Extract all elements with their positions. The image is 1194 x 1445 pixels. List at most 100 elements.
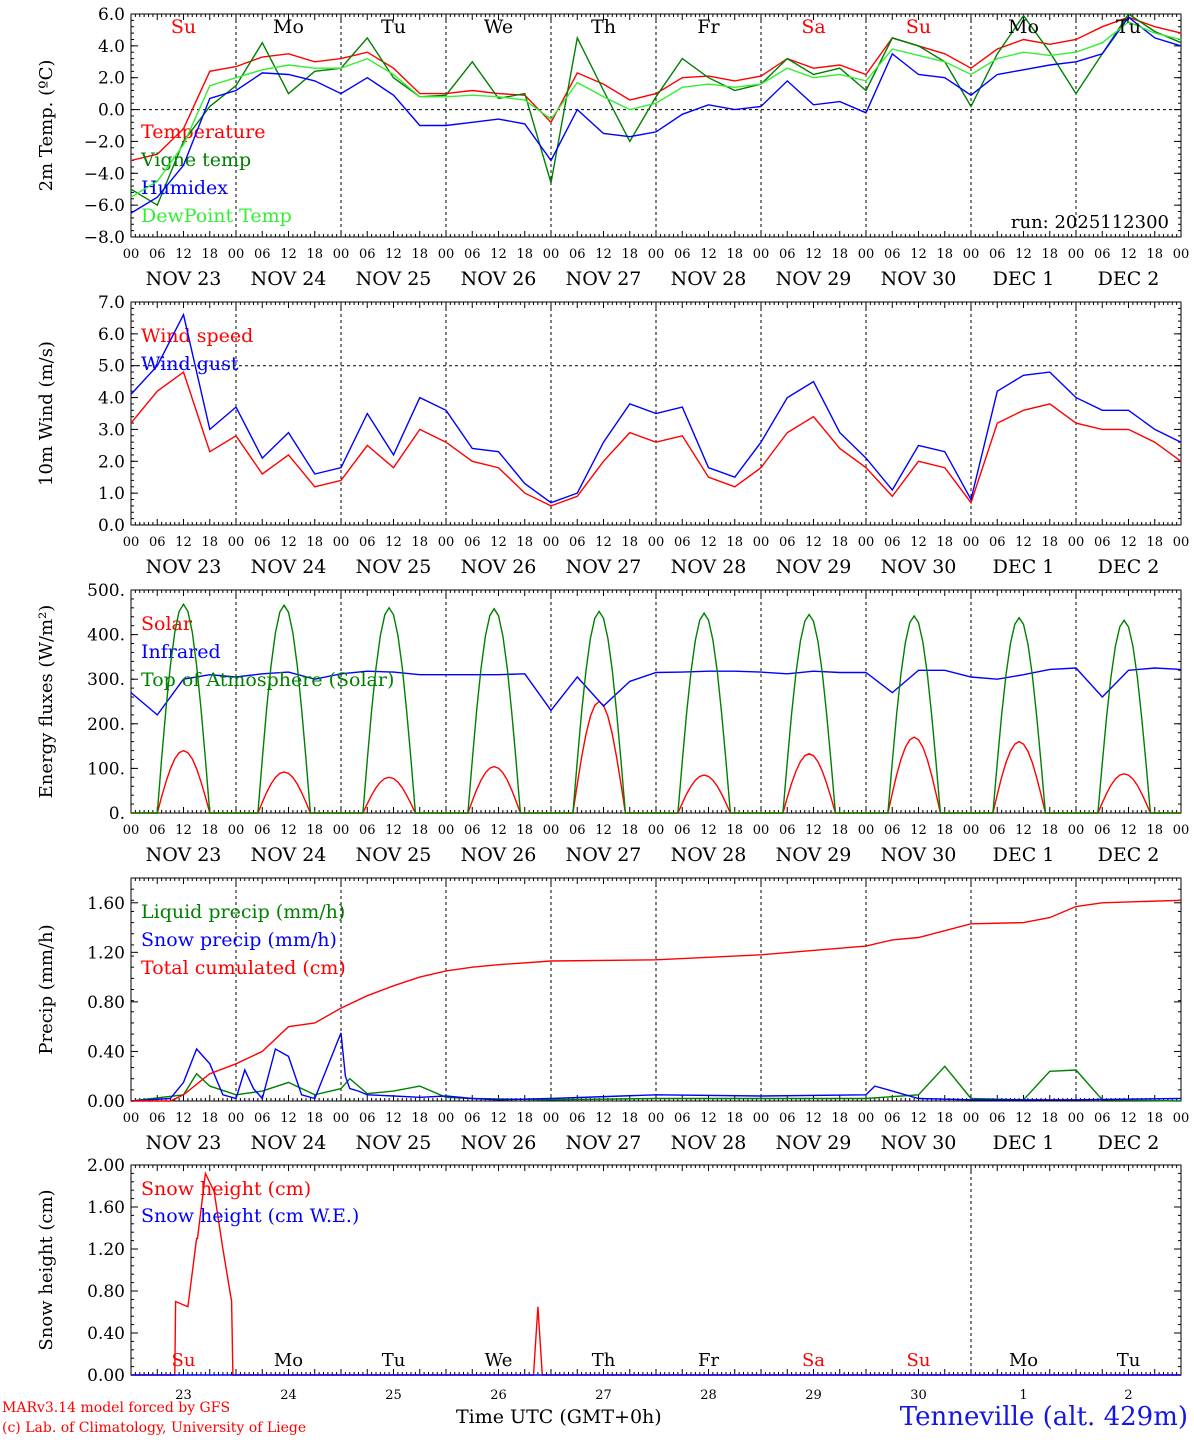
date-label: NOV 30 <box>881 556 957 578</box>
hour-tick-label: 18 <box>1146 1111 1163 1126</box>
hour-tick-label: 06 <box>359 247 376 262</box>
hour-tick-label: 18 <box>1041 1111 1058 1126</box>
hour-tick-label: 18 <box>306 1111 323 1126</box>
hour-tick-label: 00 <box>1068 1111 1085 1126</box>
hour-tick-label: 00 <box>648 247 665 262</box>
hour-tick-label: 06 <box>779 247 796 262</box>
hour-tick-label: 00 <box>1068 823 1085 838</box>
date-label: NOV 28 <box>671 1132 747 1154</box>
legend-entry: Temperature <box>141 121 265 143</box>
hour-tick-label: 18 <box>936 247 953 262</box>
legend-entry: Wind speed <box>141 325 253 347</box>
hour-tick-label: 06 <box>1094 1111 1111 1126</box>
hour-tick-label: 18 <box>831 247 848 262</box>
day-number-label: 26 <box>490 1388 507 1403</box>
date-label: NOV 28 <box>671 556 747 578</box>
hour-tick-label: 18 <box>201 1111 218 1126</box>
weekday-label: Su <box>171 16 196 38</box>
hour-tick-label: 12 <box>385 535 402 550</box>
legend-entry: Infrared <box>141 641 221 663</box>
hour-tick-label: 12 <box>490 535 507 550</box>
y-tick-label: 0. <box>109 804 125 824</box>
date-label: NOV 29 <box>776 1132 852 1154</box>
hour-tick-label: 12 <box>175 823 192 838</box>
weekday-label: Tu <box>1117 1350 1141 1371</box>
day-number-label: 30 <box>910 1388 927 1403</box>
hour-tick-label: 12 <box>595 1111 612 1126</box>
series-line-total-cumulated-cm- <box>131 899 1182 1102</box>
date-label: NOV 23 <box>146 268 222 290</box>
hour-tick-label: 18 <box>516 535 533 550</box>
hour-tick-label: 06 <box>254 823 271 838</box>
date-label: NOV 24 <box>251 844 327 866</box>
panel-2: 7.0 6.0 5.0 4.0 3.0 2.0 1.0 0.0 10m Wind (m/s) Wi… <box>36 293 1189 578</box>
series-line-snow-precip-mm-h- <box>130 1032 1182 1102</box>
credit-model: MARv3.14 model forced by GFS <box>2 1400 231 1416</box>
series-line-humidex <box>130 16 1182 214</box>
date-label: NOV 29 <box>776 556 852 578</box>
y-tick-label: 200. <box>87 715 125 735</box>
date-label: NOV 23 <box>146 1132 222 1154</box>
hour-tick-label: 12 <box>595 535 612 550</box>
hour-tick-label: 06 <box>569 535 586 550</box>
series-line-dewpoint-temp <box>130 21 1182 198</box>
date-label: NOV 28 <box>671 844 747 866</box>
hour-tick-label: 18 <box>306 823 323 838</box>
y-axis-label: Snow height (cm) <box>36 1189 57 1350</box>
hour-tick-label: 00 <box>963 1111 980 1126</box>
date-label: DEC 1 <box>993 1132 1055 1154</box>
hour-tick-label: 12 <box>1015 247 1032 262</box>
weekday-label: We <box>484 16 513 38</box>
hour-tick-label: 00 <box>753 823 770 838</box>
date-label: NOV 25 <box>356 556 432 578</box>
legend-entry: DewPoint Temp <box>141 205 292 227</box>
y-tick-label: 2.00 <box>87 1156 125 1176</box>
y-tick-label: 2.0 <box>98 452 125 472</box>
hour-tick-label: 00 <box>438 247 455 262</box>
hour-tick-label: 06 <box>989 823 1006 838</box>
y-tick-label: 0.00 <box>87 1092 125 1112</box>
day-number-label: 1 <box>1019 1388 1027 1403</box>
y-tick-label: −4.0 <box>84 164 125 184</box>
weekday-label: Fr <box>698 1350 719 1371</box>
y-tick-label: 0.0 <box>98 101 125 121</box>
hour-tick-label: 12 <box>280 823 297 838</box>
hour-tick-label: 06 <box>149 1111 166 1126</box>
hour-tick-label: 18 <box>1041 535 1058 550</box>
date-label: NOV 30 <box>881 1132 957 1154</box>
hour-tick-label: 00 <box>333 823 350 838</box>
panel-5: 2.00 1.60 1.20 0.80 0.40 0.00 Snow height (cm)… <box>36 1156 1182 1386</box>
weekday-label: Tu <box>1116 16 1141 38</box>
weekday-label: Tu <box>381 16 406 38</box>
panel-4: 1.60 1.20 0.80 0.40 0.00 Precip (mm/h) Liquid … <box>36 877 1189 1154</box>
date-label: NOV 25 <box>356 268 432 290</box>
hour-tick-label: 00 <box>228 1111 245 1126</box>
hour-tick-label: 18 <box>1146 535 1163 550</box>
hour-tick-label: 12 <box>910 1111 927 1126</box>
hour-tick-label: 12 <box>280 535 297 550</box>
y-tick-label: 4.0 <box>98 37 125 57</box>
series-line-wind-speed <box>130 370 1182 507</box>
y-tick-label: 1.20 <box>87 1240 125 1260</box>
hour-tick-label: 18 <box>936 535 953 550</box>
date-label: NOV 29 <box>776 268 852 290</box>
y-tick-label: 1.20 <box>87 943 125 963</box>
hour-tick-label: 06 <box>674 535 691 550</box>
hour-tick-label: 00 <box>858 823 875 838</box>
hour-tick-label: 06 <box>779 1111 796 1126</box>
date-label: NOV 25 <box>356 844 432 866</box>
hour-tick-label: 06 <box>359 535 376 550</box>
hour-tick-label: 18 <box>1146 823 1163 838</box>
hour-tick-label: 00 <box>753 247 770 262</box>
day-number-label: 2 <box>1124 1388 1132 1403</box>
hour-tick-label: 18 <box>516 1111 533 1126</box>
hour-tick-label: 00 <box>858 247 875 262</box>
hour-tick-label: 12 <box>805 823 822 838</box>
day-number-label: 25 <box>385 1388 402 1403</box>
hour-tick-label: 12 <box>1015 535 1032 550</box>
series-line-temperature <box>130 16 1182 162</box>
date-label: NOV 30 <box>881 844 957 866</box>
hour-tick-label: 06 <box>989 247 1006 262</box>
hour-tick-label: 00 <box>858 1111 875 1126</box>
